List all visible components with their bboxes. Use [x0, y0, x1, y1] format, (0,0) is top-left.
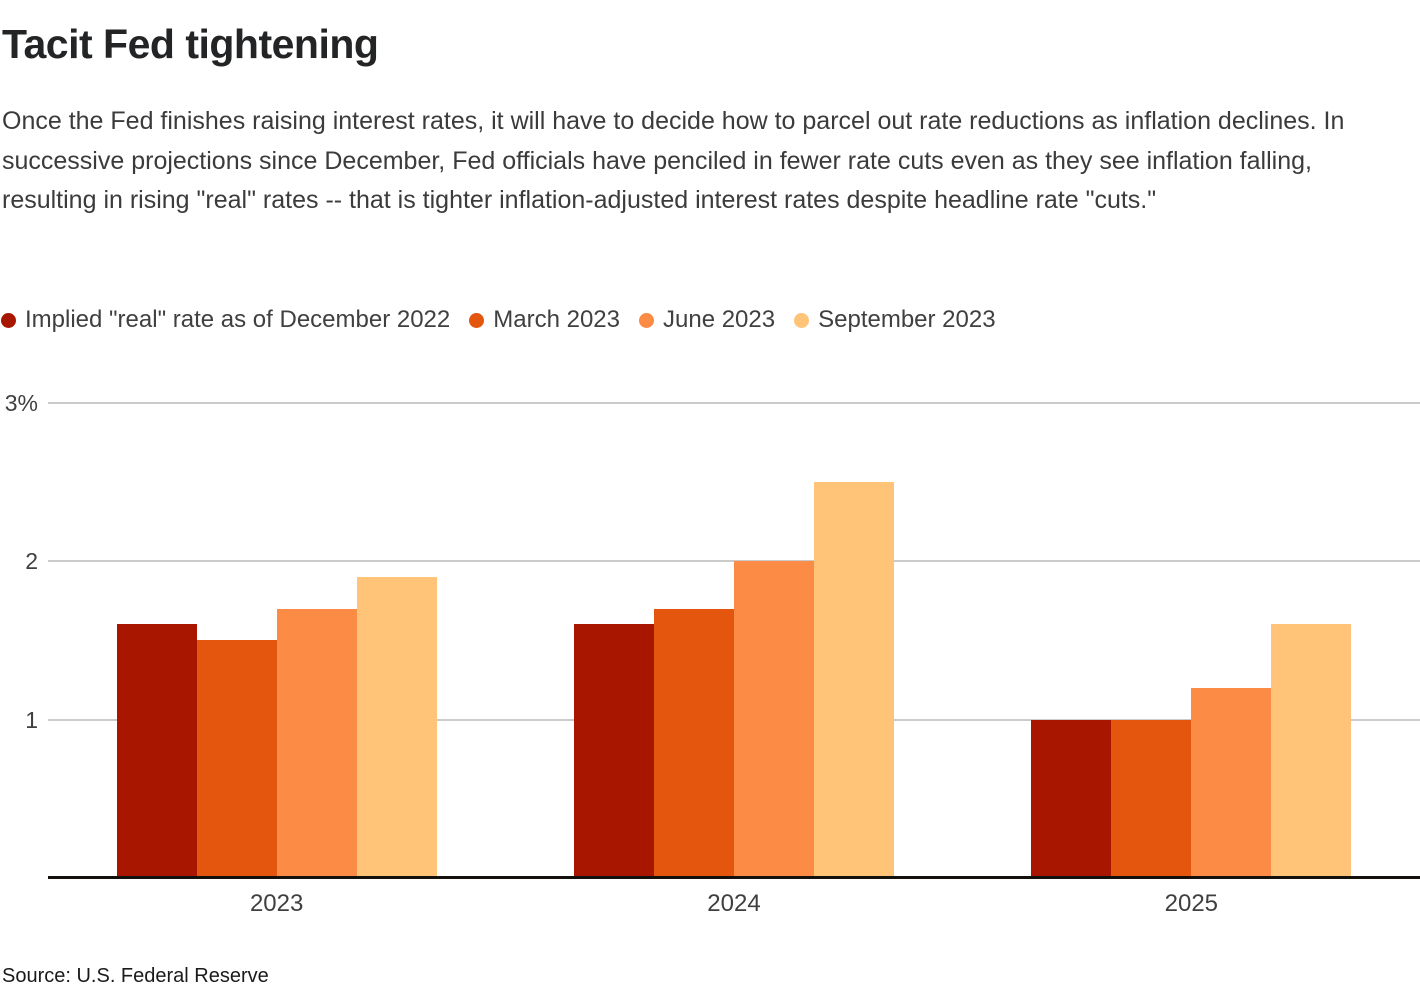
x-axis-label-2023: 2023: [249, 890, 304, 917]
bar-2023-march-2023: [196, 640, 277, 878]
legend-item-june-2023: June 2023: [639, 306, 775, 334]
bar-2023-june-2023: [276, 608, 357, 878]
legend-item-september-2023: September 2023: [794, 306, 996, 334]
x-axis-label-2025: 2025: [1164, 890, 1219, 917]
x-axis-label-2024: 2024: [707, 890, 761, 917]
chart-subtitle: Once the Fed finishes raising interest r…: [2, 107, 1345, 214]
bar-chart: 3% 2 1 2023 2024 2025: [0, 382, 1420, 927]
bar-2024-march-2023: [654, 608, 734, 878]
legend-dot-icon: [1, 312, 16, 328]
legend-dot-icon: [794, 312, 810, 328]
chart-title: Tacit Fed tightening: [2, 21, 379, 67]
bar-2025-september-2023: [1271, 624, 1352, 878]
y-tick-label-1: 1: [25, 706, 38, 733]
source-note: Source: U.S. Federal Reserve: [2, 965, 269, 987]
bar-2025-march-2023: [1111, 719, 1192, 878]
y-tick-label-3: 3%: [4, 389, 38, 416]
bar-2024-implied-real-rate-as-of-december-2022: [574, 624, 654, 878]
legend-label: Implied "real" rate as of December 2022: [25, 306, 451, 333]
bar-2023-implied-real-rate-as-of-december-2022: [116, 624, 197, 878]
bar-2025-implied-real-rate-as-of-december-2022: [1031, 719, 1112, 878]
bar-2024-june-2023: [734, 561, 814, 878]
legend-label: March 2023: [493, 306, 620, 333]
bar-2024-september-2023: [814, 481, 894, 878]
legend-item-implied-real-rate-as-of-december-2022: Implied "real" rate as of December 2022: [1, 306, 450, 334]
bar-2023-september-2023: [356, 576, 437, 878]
legend-dot-icon: [639, 312, 654, 328]
legend-dot-icon: [469, 312, 485, 328]
legend-label: June 2023: [663, 306, 776, 333]
y-tick-label-2: 2: [25, 548, 38, 574]
legend-label: September 2023: [818, 306, 996, 333]
bar-2025-june-2023: [1191, 687, 1272, 878]
legend-item-march-2023: March 2023: [469, 306, 620, 334]
gridline-3: [48, 401, 1420, 404]
legend: Implied "real" rate as of December 2022 M…: [1, 306, 996, 334]
x-axis-line: [48, 876, 1420, 879]
